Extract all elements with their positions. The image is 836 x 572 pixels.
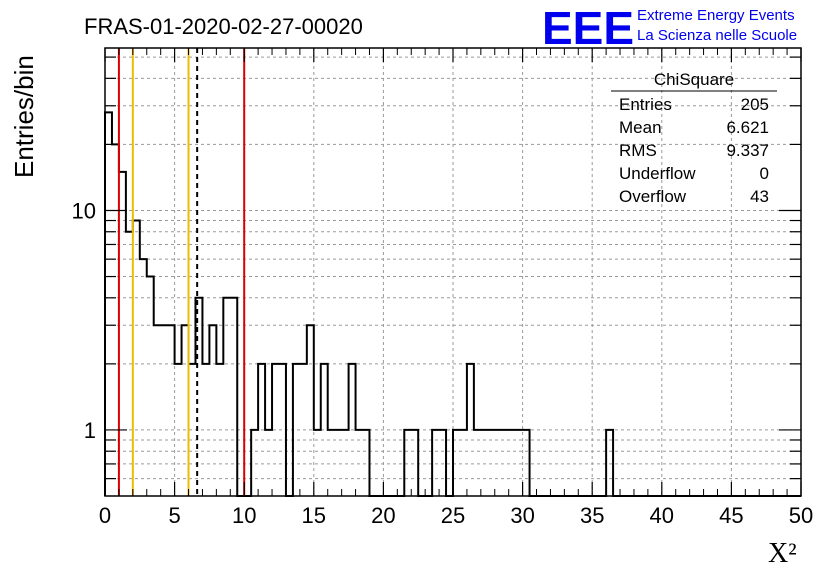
x-axis-label: X² bbox=[768, 538, 797, 569]
stats-value-rms: 9.337 bbox=[726, 141, 769, 160]
chart-title: FRAS-01-2020-02-27-00020 bbox=[84, 14, 363, 39]
axis-ticks bbox=[104, 48, 802, 496]
y-tick-label: 1 bbox=[84, 418, 96, 443]
x-tick-label: 30 bbox=[510, 503, 534, 528]
x-tick-label: 25 bbox=[441, 503, 465, 528]
stats-box: ChiSquare Entries 205 Mean 6.621 RMS 9.3… bbox=[611, 70, 777, 206]
stats-title: ChiSquare bbox=[654, 70, 734, 89]
stats-value-entries: 205 bbox=[741, 95, 769, 114]
stats-value-underflow: 0 bbox=[760, 164, 769, 183]
x-tick-label: 35 bbox=[580, 503, 604, 528]
grid-lines bbox=[105, 48, 801, 496]
org-name-line2: La Scienza nelle Scuole bbox=[637, 27, 797, 44]
stats-label-underflow: Underflow bbox=[619, 164, 696, 183]
x-tick-label: 15 bbox=[302, 503, 326, 528]
plot-frame bbox=[104, 47, 802, 497]
stats-label-rms: RMS bbox=[619, 141, 657, 160]
x-tick-label: 40 bbox=[650, 503, 674, 528]
y-axis-label: Entries/bin bbox=[9, 55, 39, 178]
org-name-line1: Extreme Energy Events bbox=[637, 7, 795, 24]
tick-labels: 0 5 10 15 20 25 30 35 40 45 50 1 10 bbox=[72, 198, 814, 528]
x-tick-label: 50 bbox=[789, 503, 813, 528]
x-tick-label: 45 bbox=[719, 503, 743, 528]
stats-label-entries: Entries bbox=[619, 95, 672, 114]
eee-logo-text: EEE bbox=[542, 2, 634, 54]
x-tick-label: 0 bbox=[99, 503, 111, 528]
x-tick-label: 5 bbox=[168, 503, 180, 528]
reference-lines bbox=[117, 48, 246, 496]
x-tick-label: 10 bbox=[232, 503, 256, 528]
eee-logo: EEE bbox=[542, 2, 634, 54]
stats-value-overflow: 43 bbox=[750, 187, 769, 206]
x-tick-label: 20 bbox=[371, 503, 395, 528]
stats-value-mean: 6.621 bbox=[726, 118, 769, 137]
stats-label-overflow: Overflow bbox=[619, 187, 687, 206]
stats-label-mean: Mean bbox=[619, 118, 662, 137]
y-tick-label: 10 bbox=[72, 198, 96, 223]
